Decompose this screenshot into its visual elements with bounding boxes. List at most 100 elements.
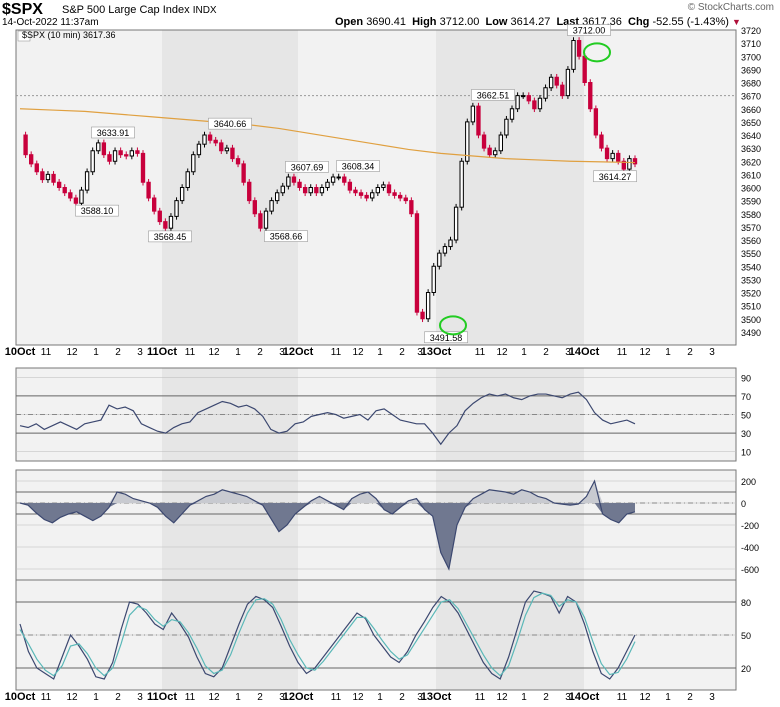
- candle-body: [392, 192, 397, 196]
- x-tick-label: 1: [521, 347, 527, 358]
- x-date-label: 13Oct: [421, 691, 452, 703]
- candle-body: [560, 84, 565, 97]
- candle-body: [632, 158, 638, 165]
- x-tick-label: 11: [617, 692, 628, 703]
- price-annotation: 3568.66: [270, 232, 303, 242]
- candle-body: [627, 158, 632, 170]
- x-tick-label: 2: [543, 347, 549, 358]
- price-annotation: 3662.51: [477, 90, 510, 100]
- candle-body: [470, 105, 476, 123]
- x-tick-label: 2: [543, 692, 549, 703]
- candle-body: [543, 87, 548, 99]
- candle-body: [297, 181, 302, 188]
- candle-body: [448, 239, 453, 248]
- candle-body: [476, 105, 481, 136]
- y-tick-label: 90: [741, 373, 751, 383]
- low-label: Low: [485, 16, 508, 28]
- x-tick-label: 2: [257, 347, 263, 358]
- candle-body: [96, 142, 101, 152]
- index-name: S&P 500 Large Cap Index: [62, 4, 190, 16]
- x-date-label: 14Oct: [569, 691, 600, 703]
- x-date-label: 12Oct: [283, 346, 314, 358]
- ohlc-readout: Open 3690.41 High 3712.00 Low 3614.27 La…: [335, 16, 741, 28]
- candle-body: [124, 154, 129, 157]
- candle-body: [73, 197, 79, 204]
- candle-body: [554, 76, 559, 86]
- price-annotation-box: [91, 126, 135, 139]
- y-tick-label: 20: [741, 664, 751, 674]
- x-tick-label: 12: [66, 347, 78, 358]
- x-tick-label: 1: [235, 692, 241, 703]
- candle-body: [241, 163, 246, 183]
- symbol-title: $SPX: [2, 1, 43, 18]
- open-label: Open: [335, 16, 364, 28]
- candle-body: [163, 221, 168, 229]
- candle-body: [420, 311, 425, 320]
- candle-body: [230, 147, 235, 160]
- moving-average-line: [19, 108, 636, 164]
- candle-body: [45, 173, 51, 181]
- candle-body: [302, 187, 308, 194]
- y-tick-label: 3570: [741, 223, 761, 233]
- low-value: 3614.27: [510, 16, 551, 28]
- candle-body: [364, 194, 369, 199]
- open-value: 3690.41: [366, 16, 406, 28]
- y-tick-label: 3590: [741, 197, 761, 207]
- candle-body: [571, 40, 576, 70]
- x-tick-label: 12: [639, 347, 651, 358]
- candle-body: [157, 210, 162, 223]
- candle-body: [431, 265, 436, 293]
- candle-body: [269, 200, 274, 212]
- x-tick-label: 11: [185, 347, 196, 358]
- candle-body: [515, 95, 520, 110]
- candle-body: [263, 210, 269, 229]
- y-tick-label: 3530: [741, 275, 761, 285]
- timestamp: 14-Oct-2022 11:37am: [2, 17, 99, 28]
- candle-body: [252, 200, 257, 215]
- candle-body: [308, 187, 313, 194]
- candle-body: [258, 213, 263, 229]
- candle-body: [51, 173, 56, 183]
- y-tick-label: 3680: [741, 79, 761, 89]
- x-tick-label: 2: [115, 347, 121, 358]
- cci-below-zero-fill: [20, 503, 635, 569]
- x-tick-label: 1: [521, 692, 527, 703]
- candle-body: [62, 187, 67, 194]
- candle-body: [437, 252, 442, 267]
- candle-body: [152, 197, 157, 212]
- session-band: [436, 30, 584, 345]
- candle-body: [291, 176, 297, 183]
- candle-body: [604, 147, 610, 160]
- low-highlight-circle: [439, 315, 467, 336]
- x-date-label: 10Oct: [5, 346, 36, 358]
- x-tick-label: 3: [565, 347, 571, 358]
- candle-body: [330, 176, 336, 183]
- y-tick-label: 80: [741, 598, 751, 608]
- x-tick-label: 11: [331, 692, 342, 703]
- y-tick-label: 50: [741, 411, 751, 421]
- x-tick-label: 11: [331, 347, 342, 358]
- candle-body: [521, 95, 526, 98]
- candle-body: [140, 152, 146, 183]
- candle-body: [425, 292, 431, 320]
- price-annotation-box: [336, 160, 380, 172]
- candle-body: [610, 152, 615, 160]
- candle-body: [235, 158, 241, 165]
- candle-body: [314, 187, 319, 194]
- candle-body: [459, 160, 464, 208]
- candle-body: [481, 134, 487, 149]
- x-tick-label: 3: [709, 692, 715, 703]
- cci-above-zero-fill: [20, 481, 635, 503]
- candle-body: [29, 154, 34, 165]
- candle-body: [588, 82, 593, 110]
- x-tick-label: 11: [475, 692, 486, 703]
- x-tick-label: 11: [617, 347, 628, 358]
- y-tick-label: 3540: [741, 262, 761, 272]
- candle-body: [107, 154, 112, 162]
- y-tick-label: -400: [741, 543, 759, 553]
- y-tick-label: 3660: [741, 105, 761, 115]
- candle-body: [465, 121, 470, 162]
- x-tick-label: 3: [709, 347, 715, 358]
- candle-body: [532, 100, 537, 110]
- x-tick-label: 3: [417, 692, 423, 703]
